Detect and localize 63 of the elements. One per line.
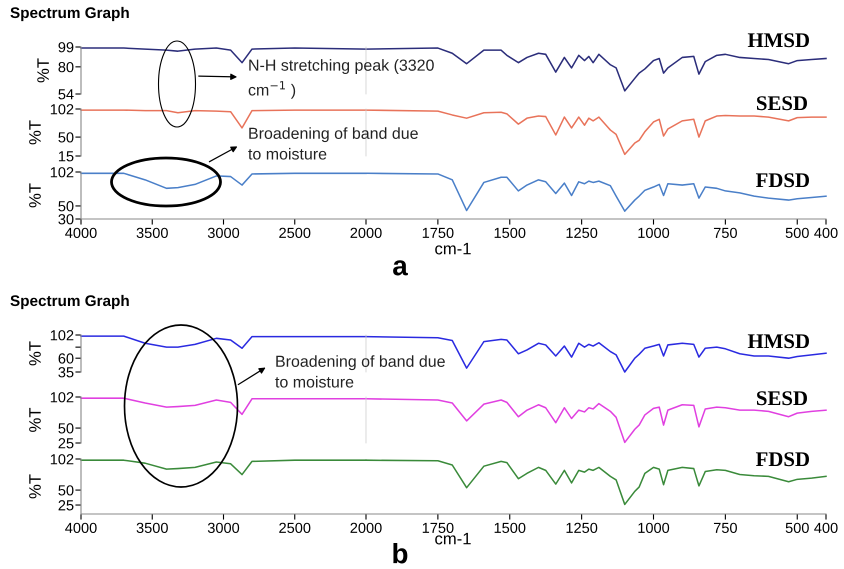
y-axis-title: %T (37, 58, 49, 82)
y-tick-label: 54 (58, 89, 74, 100)
x-tick-label: 500 (786, 228, 809, 238)
annotation: Broadening of band due to moisture (275, 355, 445, 388)
y-tick-label: 102 (50, 104, 74, 114)
y-tick-label: 15 (58, 151, 74, 162)
x-tick-label: 750 (714, 522, 737, 534)
x-tick-label: 2000 (350, 522, 382, 534)
series-label: SESD (756, 391, 807, 406)
chart-title: Spectrum Graph (10, 294, 129, 310)
y-tick-label: 50 (58, 201, 74, 212)
x-tick-label: 3000 (208, 228, 240, 238)
x-tick-label: 750 (714, 228, 737, 238)
y-axis-title: %T (29, 120, 41, 144)
series-label: FDSD (756, 173, 809, 188)
x-axis-title: cm-1 (435, 532, 471, 544)
x-tick-label: 1250 (566, 228, 598, 238)
y-tick-label: 60 (58, 353, 74, 364)
y-tick-label: 102 (50, 392, 74, 402)
x-tick-label: 1500 (494, 228, 526, 238)
y-tick-label: 25 (58, 500, 74, 510)
x-tick-label: 1000 (638, 522, 670, 534)
x-tick-label: 2000 (350, 228, 382, 238)
x-tick-label: 2500 (279, 228, 310, 238)
series-label: HMSD (748, 33, 809, 48)
series-label: SESD (756, 96, 807, 110)
y-axis-title: %T (29, 474, 41, 498)
y-tick-label: 30 (58, 214, 74, 224)
x-tick-label: 1750 (422, 228, 454, 238)
series-label: HMSD (748, 334, 809, 348)
x-tick-label: 3500 (136, 522, 168, 534)
x-tick-label: 3500 (136, 228, 168, 238)
y-tick-label: 25 (58, 438, 74, 448)
x-tick-label: 1000 (638, 228, 670, 238)
y-tick-label: 99 (58, 42, 74, 52)
x-axis-title: cm-1 (435, 242, 471, 254)
x-tick-label: 1500 (494, 522, 526, 534)
y-tick-label: 102 (50, 454, 74, 464)
y-tick-label: 50 (58, 485, 74, 496)
annotation: N-H stretching peak (3320 cm$^{−1}$ ) (248, 59, 434, 99)
y-axis-title: %T (29, 183, 41, 208)
y-tick-label: 102 (50, 330, 74, 340)
text: a (393, 260, 408, 276)
y-tick-label: 35 (58, 367, 74, 378)
y-axis-title: %T (29, 341, 41, 366)
x-tick-label: 2500 (279, 522, 310, 534)
y-tick-label: 80 (58, 62, 74, 72)
chart-title: Spectrum Graph (10, 6, 129, 22)
text: b (393, 543, 408, 564)
x-tick-label: 4000 (65, 522, 97, 534)
y-tick-label: 50 (58, 423, 74, 434)
x-tick-label: 400 (814, 228, 838, 238)
annotation: Broadening of band due to moisture (248, 127, 418, 160)
x-tick-label: 4000 (65, 228, 97, 238)
x-tick-label: 500 (786, 522, 809, 534)
x-tick-label: 1750 (422, 522, 454, 534)
y-tick-label: 102 (50, 167, 74, 178)
series-label: FDSD (756, 452, 809, 466)
x-tick-label: 1250 (566, 522, 598, 534)
x-tick-label: 400 (814, 522, 838, 534)
y-axis-title: %T (29, 408, 41, 432)
y-tick-label: 50 (58, 132, 74, 143)
x-tick-label: 3000 (208, 522, 240, 534)
